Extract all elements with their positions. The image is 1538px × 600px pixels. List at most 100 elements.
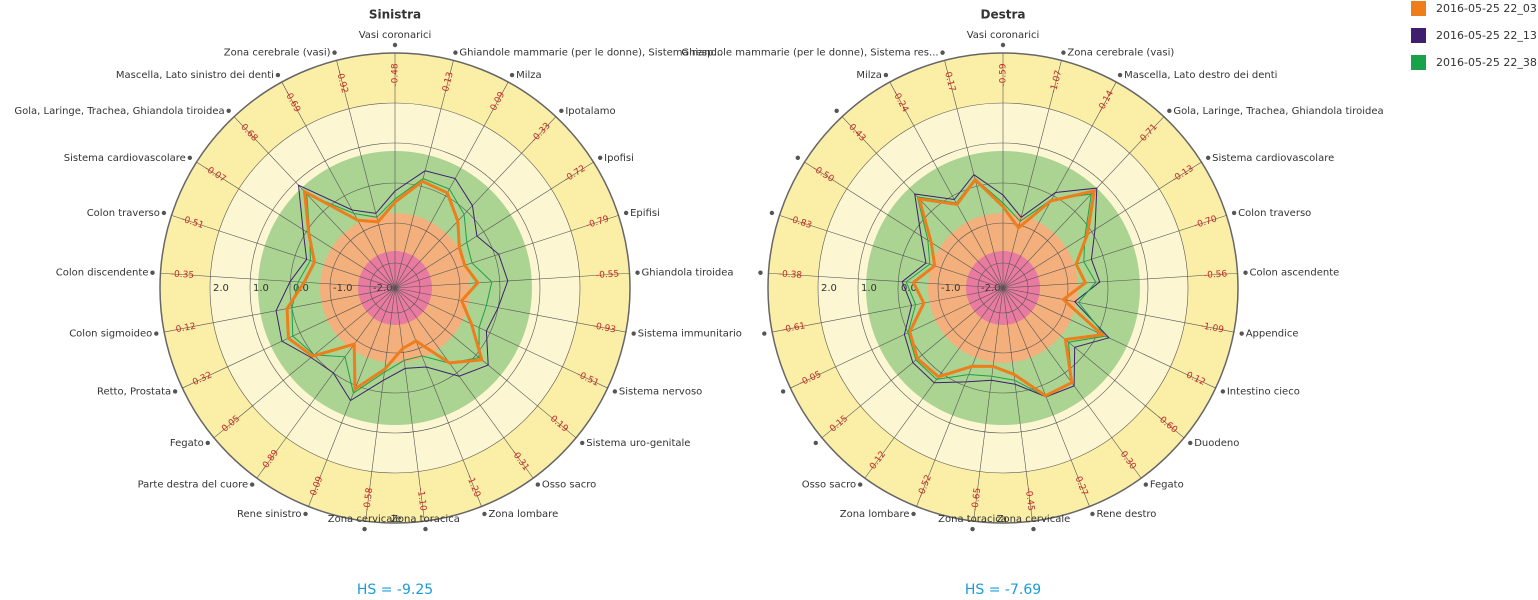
series-line [908, 177, 1106, 398]
spoke [394, 60, 454, 289]
label-dot [154, 331, 159, 336]
value-label: -0.61 [781, 321, 806, 335]
value-label: -1.09 [1200, 321, 1225, 335]
spoke [841, 116, 1004, 289]
spoke [916, 287, 1004, 507]
spoke [779, 215, 1004, 289]
r-tick-label: -1.0 [941, 283, 961, 294]
category-label: Zona lombare [840, 509, 910, 520]
value-label: 0.13 [441, 71, 456, 93]
spoke [889, 81, 1004, 289]
label-dot [187, 155, 193, 160]
label-dot [1205, 155, 1211, 160]
label-dot [1061, 50, 1066, 55]
spoke [790, 287, 1004, 389]
spoke [336, 60, 396, 289]
category-label: Osso sacro [542, 480, 596, 491]
label-dot [1090, 511, 1095, 517]
label-dot [1231, 210, 1237, 216]
category-label: Sistema nervoso [619, 386, 702, 397]
label-dot [226, 108, 231, 114]
value-label: 0.17 [942, 71, 957, 93]
chart-title: Sinistra [369, 8, 421, 22]
label-dot [911, 511, 916, 517]
category-label: Gola, Laringe, Trachea, Ghiandola tiroid… [1173, 106, 1383, 117]
category-label: Osso sacro [802, 480, 856, 491]
category-label: Colon sigmoideo [69, 329, 152, 340]
value-label: -0.35 [170, 269, 194, 280]
label-dot [332, 50, 337, 55]
category-label: Ghiandole mammarie (per le donne), Siste… [459, 48, 723, 59]
r-tick-label: -2.0 [373, 283, 393, 294]
category-label: Ghiandole mammarie (per le donne), Siste… [681, 48, 938, 59]
r-tick-label: 1.0 [861, 283, 877, 294]
label-dot [535, 482, 541, 487]
spoke [772, 287, 1004, 333]
legend-swatch [1411, 55, 1426, 70]
spoke [281, 81, 396, 289]
label-dot [1000, 42, 1006, 48]
label-dot [1188, 440, 1193, 446]
label-dot [758, 270, 763, 275]
r-tick-label: 2.0 [213, 283, 229, 294]
category-label: Zona cervicale [997, 514, 1071, 525]
category-label: Rene destro [1096, 509, 1156, 520]
value-label: -0.48 [391, 63, 401, 87]
label-dot [303, 511, 308, 517]
label-dot [780, 389, 786, 394]
r-tick-label: -2.0 [981, 283, 1001, 294]
category-label: Zona toracica [391, 514, 460, 525]
label-dot [1243, 270, 1248, 275]
value-label: -0.65 [970, 487, 983, 511]
spoke [394, 287, 577, 439]
spoke [394, 81, 509, 289]
legend-label: 2016-05-25 22_38 [1436, 56, 1537, 69]
label-dot [205, 440, 210, 446]
category-label: Milza [516, 70, 542, 81]
spoke [171, 215, 396, 289]
spoke [1002, 287, 1234, 333]
spoke [394, 287, 482, 507]
spoke [1002, 272, 1238, 289]
label-dot [392, 42, 398, 48]
category-label: Vasi coronarici [967, 30, 1040, 41]
label-dot [834, 108, 839, 114]
value-label: -0.55 [596, 269, 620, 280]
value-label: 0.12 [175, 322, 197, 336]
value-label: -0.58 [362, 487, 375, 512]
spoke [1002, 116, 1165, 289]
spoke [233, 116, 396, 289]
spoke [196, 161, 396, 289]
label-dot [597, 155, 603, 160]
label-dot [1031, 526, 1036, 532]
spoke [213, 287, 396, 439]
category-label: Sistema cardiovascolare [64, 153, 186, 164]
label-dot [249, 482, 255, 487]
category-label: Fegato [170, 438, 204, 449]
label-dot [883, 72, 889, 78]
label-dot [762, 331, 767, 336]
series-line [275, 170, 509, 402]
value-label: -0.56 [1204, 269, 1228, 280]
spoke [804, 161, 1004, 289]
label-dot [482, 511, 487, 517]
value-label: -0.38 [778, 269, 802, 280]
value-label: -0.93 [592, 321, 617, 335]
spoke [308, 287, 396, 507]
category-label: Sistema cardiovascolare [1212, 153, 1334, 164]
category-label: Ipofisi [604, 153, 634, 164]
spoke [394, 161, 594, 289]
spoke [365, 287, 396, 522]
spoke [164, 287, 396, 333]
spoke [973, 287, 1004, 522]
spoke [160, 272, 396, 289]
value-label: -0.45 [1023, 487, 1036, 511]
category-label: Retto, Prostata [97, 386, 171, 397]
category-label: Colon traverso [87, 208, 160, 219]
category-label: Ipotalamo [565, 106, 615, 117]
label-dot [857, 482, 863, 487]
label-dot [1167, 108, 1172, 114]
label-dot [423, 526, 428, 532]
